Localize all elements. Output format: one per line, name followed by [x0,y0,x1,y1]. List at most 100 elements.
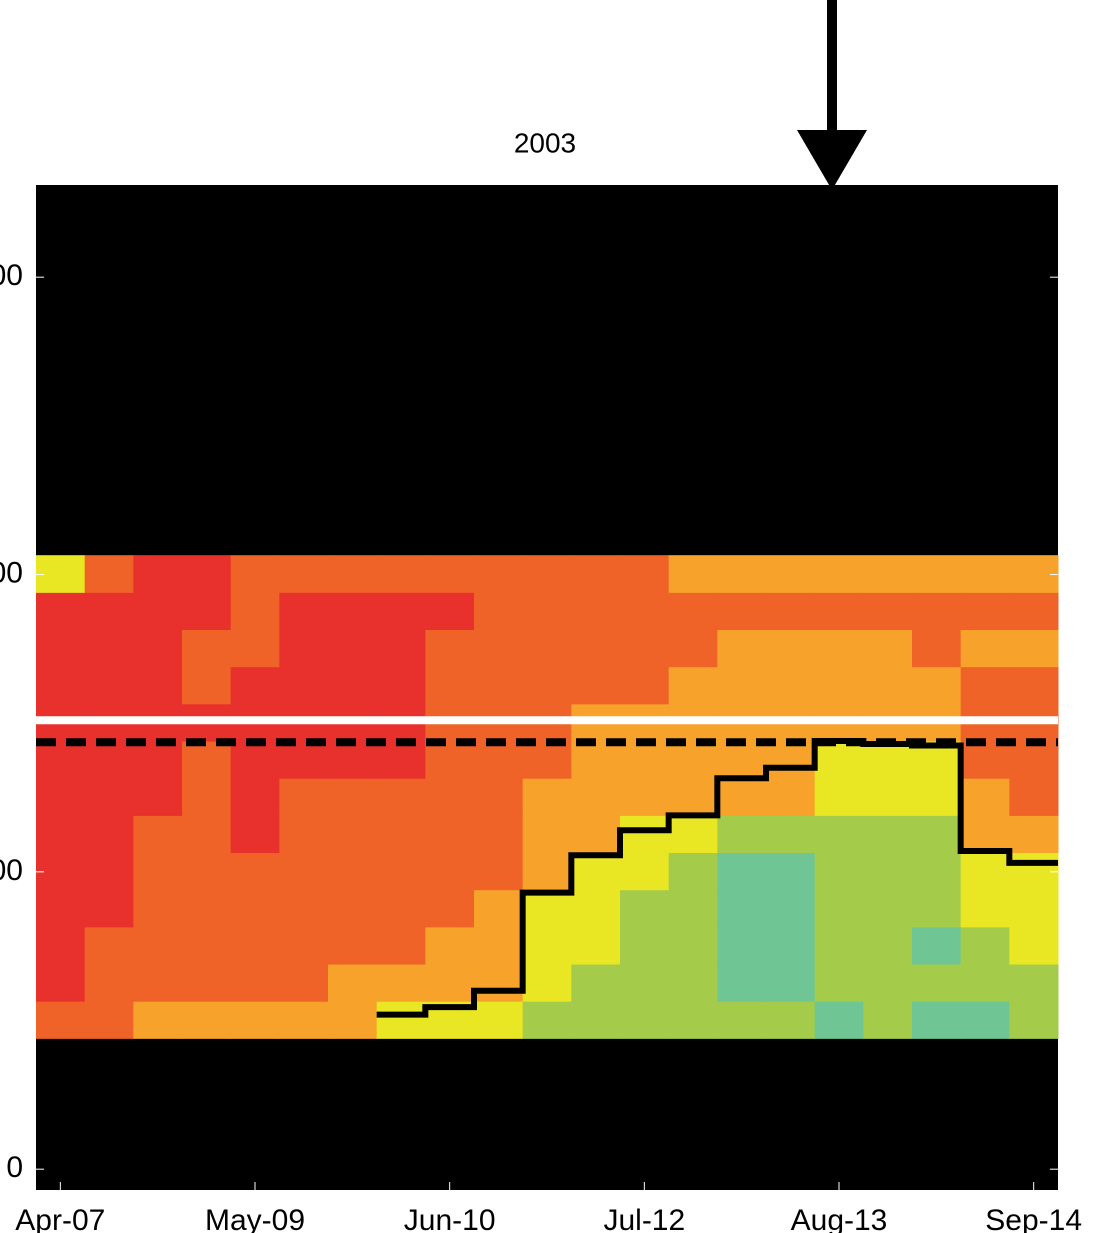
heatmap-cell [182,926,232,965]
heatmap-cell [522,778,572,816]
heatmap-cell [376,741,426,779]
heatmap-cell [133,666,183,705]
heatmap-cell [84,889,134,928]
heatmap-cell [571,592,621,631]
heatmap-cell [36,555,86,593]
heatmap-cell [814,592,864,631]
y-tick-label: 0 [6,1151,23,1184]
heatmap-cell [36,741,86,779]
heatmap-cell [960,964,1010,1002]
heatmap-cell [36,852,86,891]
heatmap-cell [279,926,329,965]
heatmap-cell [766,889,816,928]
heatmap-cell [522,852,572,891]
heatmap-cell [522,741,572,779]
x-tick-label: Aug-13 [791,1204,888,1233]
heatmap-cell [84,778,134,816]
heatmap-cell [571,1001,621,1039]
heatmap-cell [960,741,1010,779]
heatmap-cell [863,555,913,593]
heatmap-cell [522,964,572,1002]
heatmap-cell [425,964,475,1002]
heatmap-cell [960,852,1010,891]
heatmap-cell [766,778,816,816]
heatmap-cell [766,852,816,891]
heatmap-cell [1009,592,1059,631]
heatmap-cell [620,629,670,668]
heatmap-cell [182,555,232,593]
heatmap-cell [230,592,280,631]
heatmap-cell [571,741,621,779]
heatmap-cell [1009,1001,1059,1039]
heatmap-cell [668,555,718,593]
heatmap-cell [717,852,767,891]
heatmap-cell [1009,815,1059,854]
heatmap-cell [133,852,183,891]
arrow-head [797,130,867,190]
heatmap-cell [668,629,718,668]
heatmap-cell [182,1001,232,1039]
heatmap-cell [474,926,524,965]
heatmap-cell [230,964,280,1002]
heatmap-cell [960,666,1010,705]
heatmap-cell [182,852,232,891]
heatmap-cell [328,964,378,1002]
heatmap-cell [474,555,524,593]
heatmap-cell [279,1001,329,1039]
heatmap-cell [522,926,572,965]
heatmap-cell [230,926,280,965]
heatmap-cell [912,592,962,631]
heatmap-cell [425,592,475,631]
heatmap-cell [182,629,232,668]
heatmap-cell [912,555,962,593]
heatmap-cell [912,778,962,816]
y-tick-label: 200 [0,556,23,589]
heatmap-cell [328,555,378,593]
heatmap-cell [84,666,134,705]
heatmap-cell [425,926,475,965]
heatmap-cell [474,629,524,668]
heatmap-cell [376,592,426,631]
heatmap-cell [522,815,572,854]
heatmap-cell [522,555,572,593]
heatmap-cell [474,815,524,854]
heatmap-cell [230,852,280,891]
heatmap-cell [36,815,86,854]
heatmap-cell [425,889,475,928]
heatmap-cell [668,592,718,631]
heatmap-cell [522,592,572,631]
heatmap-cell [230,778,280,816]
heatmap-cell [230,555,280,593]
heatmap-cell [668,815,718,854]
heatmap-cell [133,592,183,631]
heatmap-cell [814,964,864,1002]
heatmap-cell [84,1001,134,1039]
heatmap-cell [376,555,426,593]
x-tick-label: May-09 [205,1204,305,1233]
heatmap-cell [717,964,767,1002]
heatmap-cell [766,555,816,593]
heatmap-cell [474,592,524,631]
heatmap-cell [814,815,864,854]
heatmap-cell [279,741,329,779]
heatmap-cell [474,666,524,705]
heatmap-cell [36,964,86,1002]
heatmap-cell [376,964,426,1002]
heatmap-cell [474,964,524,1002]
heatmap-cell [328,778,378,816]
heatmap-cell [717,666,767,705]
heatmap-cell [620,852,670,891]
heatmap-cell [814,852,864,891]
heatmap-cell [717,741,767,779]
heatmap-cell [960,592,1010,631]
heatmap-cell [717,889,767,928]
heatmap-cell [133,964,183,1002]
heatmap-cell [376,778,426,816]
heatmap-cell [36,629,86,668]
heatmap-cell [182,815,232,854]
heatmap-cell [766,592,816,631]
heatmap-cell [425,852,475,891]
heatmap-cell [182,889,232,928]
heatmap-cell [1009,741,1059,779]
heatmap-cell [474,889,524,928]
